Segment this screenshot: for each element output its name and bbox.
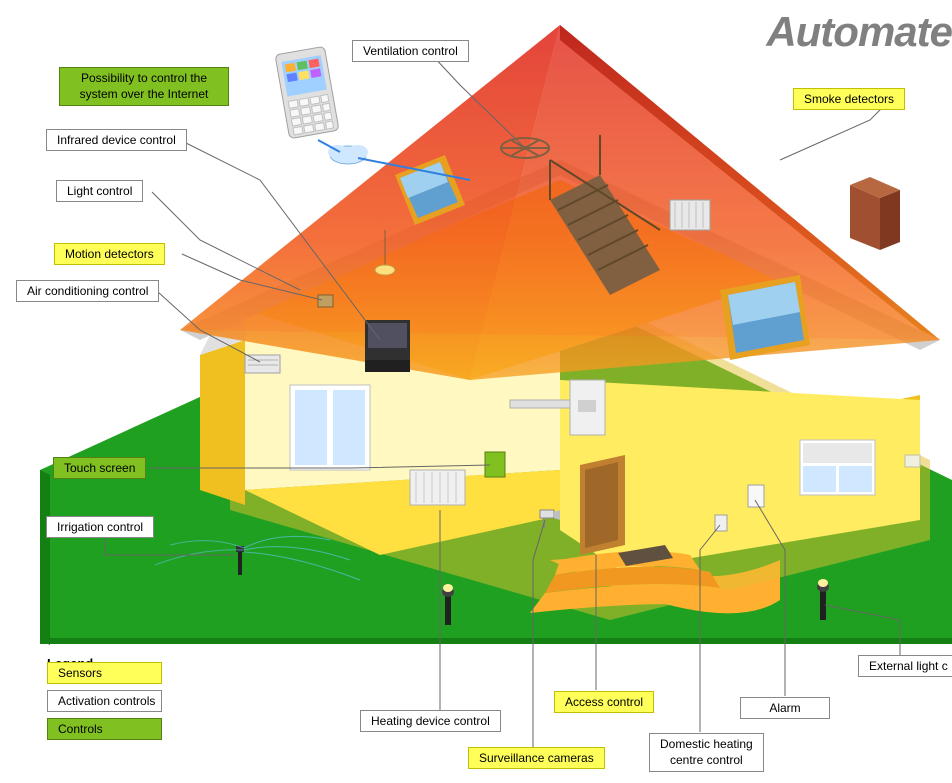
label-touchscreen: Touch screen — [53, 457, 146, 479]
radiator — [410, 470, 465, 505]
alarm-box — [748, 485, 764, 507]
label-irrigation: Irrigation control — [46, 516, 154, 538]
legend: Legend SensorsActivation controlsControl… — [47, 656, 162, 740]
label-heating: Heating device control — [360, 710, 501, 732]
label-aircon: Air conditioning control — [16, 280, 159, 302]
label-domestic: Domestic heatingcentre control — [649, 733, 764, 772]
page-title: Automate — [766, 8, 952, 56]
label-smoke: Smoke detectors — [793, 88, 905, 110]
small-device — [318, 295, 333, 307]
legend-item-green: Controls — [47, 718, 162, 740]
right-window — [800, 440, 875, 495]
label-surveillance: Surveillance cameras — [468, 747, 605, 769]
legend-item-white: Activation controls — [47, 690, 162, 712]
label-infrared: Infrared device control — [46, 129, 187, 151]
touchscreen-panel — [485, 452, 505, 477]
chimney — [850, 177, 900, 250]
attic-radiator — [670, 200, 710, 230]
mobile-device — [275, 46, 339, 138]
label-internet: Possibility to control thesystem over th… — [59, 67, 229, 106]
left-window — [290, 385, 370, 470]
label-alarm: Alarm — [740, 697, 830, 719]
label-light: Light control — [56, 180, 143, 202]
tv-unit — [365, 320, 410, 372]
label-motion: Motion detectors — [54, 243, 165, 265]
ac-unit — [245, 355, 280, 373]
label-ventilation: Ventilation control — [352, 40, 469, 62]
skylight-right — [720, 275, 810, 360]
label-access: Access control — [554, 691, 654, 713]
boiler — [570, 380, 605, 435]
left-facade — [200, 340, 245, 505]
legend-item-yellow: Sensors — [47, 662, 162, 684]
label-extlight: External light c — [858, 655, 952, 677]
